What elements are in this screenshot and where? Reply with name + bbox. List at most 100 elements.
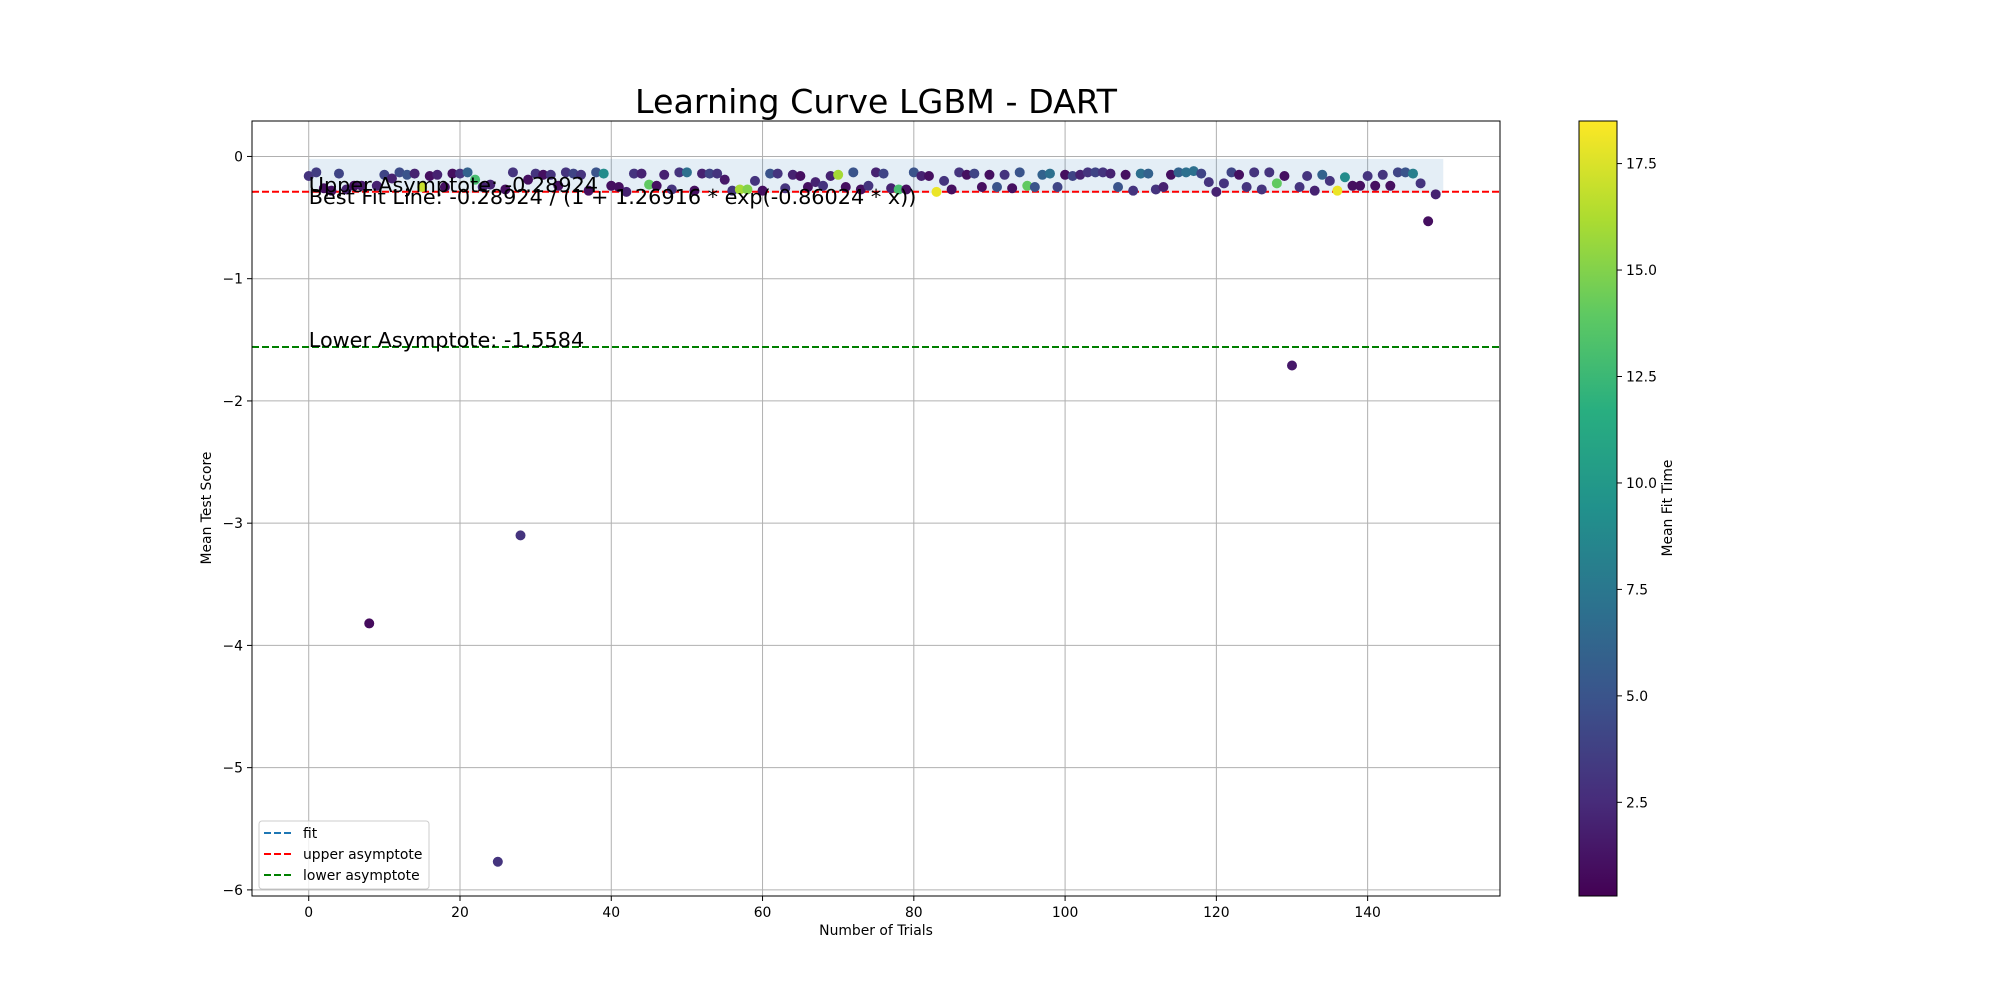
plot-frame xyxy=(251,120,1501,897)
legend: fit upper asymptote lower asymptote xyxy=(258,820,430,890)
data-point xyxy=(1430,189,1441,200)
data-point xyxy=(1226,167,1237,178)
data-point xyxy=(598,168,609,179)
data-point xyxy=(492,856,503,867)
data-point xyxy=(1211,186,1222,197)
data-point xyxy=(591,167,602,178)
data-point xyxy=(1090,167,1101,178)
data-point xyxy=(1347,180,1358,191)
data-point xyxy=(507,167,518,178)
data-point xyxy=(439,182,450,193)
data-point xyxy=(1052,182,1063,193)
data-point xyxy=(1339,172,1350,183)
data-point xyxy=(1355,180,1366,191)
data-point xyxy=(651,180,662,191)
data-point xyxy=(810,177,821,188)
data-point xyxy=(1165,169,1176,180)
data-point xyxy=(644,179,655,190)
data-point xyxy=(1082,167,1093,178)
data-point xyxy=(477,182,488,193)
colorbar-ticks: 2.5 5.0 7.5 10.0 12.5 15.0 17.5 xyxy=(1617,157,1657,811)
data-point xyxy=(1249,167,1260,178)
data-point xyxy=(1014,167,1025,178)
data-point xyxy=(455,168,465,179)
x-tick-label: 120 xyxy=(1203,905,1230,921)
data-point xyxy=(1143,168,1154,179)
data-point xyxy=(1105,168,1116,179)
data-point xyxy=(772,168,783,179)
x-tick-label: 60 xyxy=(754,905,772,921)
lower-asymptote-annotation: Lower Asymptote: -1.5584 xyxy=(309,328,584,352)
data-point xyxy=(1181,167,1192,178)
y-axis-ticks: 0 −1 −2 −3 −4 −5 −6 xyxy=(223,149,252,899)
y-tick-label: −3 xyxy=(223,516,243,532)
y-tick-label: −2 xyxy=(223,394,243,410)
data-point xyxy=(1392,167,1403,178)
data-point xyxy=(674,167,685,178)
data-point xyxy=(628,168,639,179)
data-point xyxy=(311,167,322,178)
data-point xyxy=(727,185,738,196)
data-point xyxy=(500,184,511,195)
upper-asymptote-annotation: Upper Asymptote: -0.28924 xyxy=(309,173,598,197)
data-point xyxy=(432,169,443,180)
data-point xyxy=(825,171,836,182)
data-point xyxy=(1317,169,1328,180)
data-point xyxy=(734,184,745,195)
data-point xyxy=(303,171,314,182)
data-point xyxy=(719,174,730,185)
data-point xyxy=(530,168,541,179)
data-point xyxy=(1408,168,1419,179)
data-point xyxy=(621,186,632,197)
x-tick-label: 0 xyxy=(304,905,313,921)
data-point xyxy=(840,182,851,193)
y-tick-label: 0 xyxy=(234,149,243,165)
data-point xyxy=(659,169,670,180)
data-point xyxy=(1113,182,1124,193)
data-point xyxy=(538,169,549,180)
data-point xyxy=(749,175,760,186)
data-point xyxy=(689,185,700,196)
y-tick-label: −4 xyxy=(223,638,244,654)
x-tick-label: 20 xyxy=(451,905,469,921)
data-point xyxy=(954,167,965,178)
colorbar-label: Mean Fit Time xyxy=(1660,460,1676,557)
data-point xyxy=(1060,169,1071,180)
colorbar-tick-label: 2.5 xyxy=(1626,795,1648,811)
data-point xyxy=(1400,167,1411,178)
data-point xyxy=(553,180,564,191)
data-point xyxy=(976,182,987,193)
data-point xyxy=(341,184,352,195)
data-point xyxy=(613,182,624,193)
data-point xyxy=(1271,178,1282,189)
data-point xyxy=(871,167,881,178)
data-point xyxy=(1362,171,1373,182)
data-point xyxy=(1135,168,1146,179)
data-point xyxy=(1309,185,1320,196)
data-point xyxy=(780,183,791,194)
data-point xyxy=(908,167,919,178)
data-point xyxy=(386,173,397,184)
data-point xyxy=(1332,185,1343,196)
data-point xyxy=(742,184,753,195)
colorbar-tick-label: 12.5 xyxy=(1626,369,1657,385)
legend-label-fit: fit xyxy=(303,826,318,842)
legend-box xyxy=(258,820,430,890)
data-point xyxy=(916,171,927,182)
data-point xyxy=(757,185,768,196)
data-point xyxy=(1415,178,1426,189)
data-point xyxy=(1203,177,1214,188)
data-point xyxy=(1196,168,1207,179)
data-point xyxy=(893,184,904,195)
x-axis-ticks: 0 20 40 60 80 100 120 140 xyxy=(304,896,1381,921)
data-point xyxy=(765,168,776,179)
data-point xyxy=(992,182,1003,193)
y-tick-label: −1 xyxy=(223,272,243,288)
data-point xyxy=(886,183,897,194)
data-point xyxy=(349,180,360,191)
data-point xyxy=(931,186,942,197)
data-point xyxy=(371,180,382,191)
data-point xyxy=(402,169,413,180)
data-point xyxy=(523,174,534,185)
